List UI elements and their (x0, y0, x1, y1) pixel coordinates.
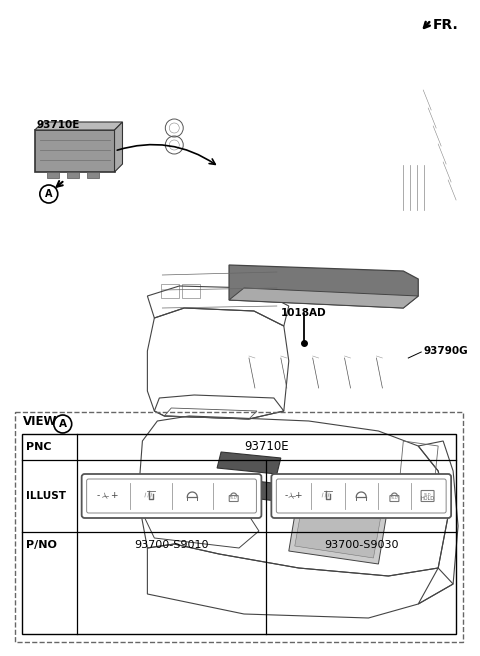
Text: ILLUST: ILLUST (26, 491, 66, 501)
Polygon shape (115, 122, 122, 172)
Polygon shape (35, 122, 122, 130)
FancyBboxPatch shape (421, 491, 434, 501)
Text: -: - (96, 491, 100, 501)
Text: 93700-S9030: 93700-S9030 (324, 540, 398, 550)
FancyBboxPatch shape (67, 172, 79, 178)
FancyBboxPatch shape (161, 284, 179, 298)
Text: A: A (59, 419, 67, 429)
Polygon shape (217, 452, 281, 474)
FancyBboxPatch shape (86, 172, 98, 178)
Text: +: + (295, 491, 302, 501)
Text: P/NO: P/NO (26, 540, 57, 550)
Text: 93700-S9010: 93700-S9010 (134, 540, 209, 550)
Text: SLD: SLD (391, 496, 398, 500)
FancyBboxPatch shape (82, 474, 262, 518)
Polygon shape (295, 507, 381, 558)
Text: 93790G: 93790G (423, 346, 468, 356)
Polygon shape (289, 503, 386, 564)
Text: PNC: PNC (26, 442, 51, 452)
Text: VIEW: VIEW (23, 415, 58, 428)
Text: FR.: FR. (433, 18, 459, 32)
Text: HOLD: HOLD (420, 495, 434, 501)
Text: A: A (45, 189, 52, 199)
FancyBboxPatch shape (47, 172, 59, 178)
Text: 1018AD: 1018AD (281, 308, 326, 318)
Polygon shape (217, 477, 281, 501)
FancyBboxPatch shape (35, 130, 115, 172)
FancyBboxPatch shape (276, 479, 446, 513)
Text: 93710E: 93710E (37, 120, 80, 130)
Text: 93710E: 93710E (244, 440, 288, 453)
FancyBboxPatch shape (271, 474, 451, 518)
FancyBboxPatch shape (86, 479, 256, 513)
FancyBboxPatch shape (390, 495, 399, 501)
Text: SLD: SLD (230, 496, 238, 500)
Text: -: - (284, 491, 288, 501)
Text: SLD: SLD (424, 493, 432, 497)
FancyBboxPatch shape (229, 495, 238, 501)
Polygon shape (229, 288, 418, 308)
FancyBboxPatch shape (182, 284, 200, 298)
Polygon shape (229, 265, 418, 308)
Text: +: + (110, 491, 117, 501)
